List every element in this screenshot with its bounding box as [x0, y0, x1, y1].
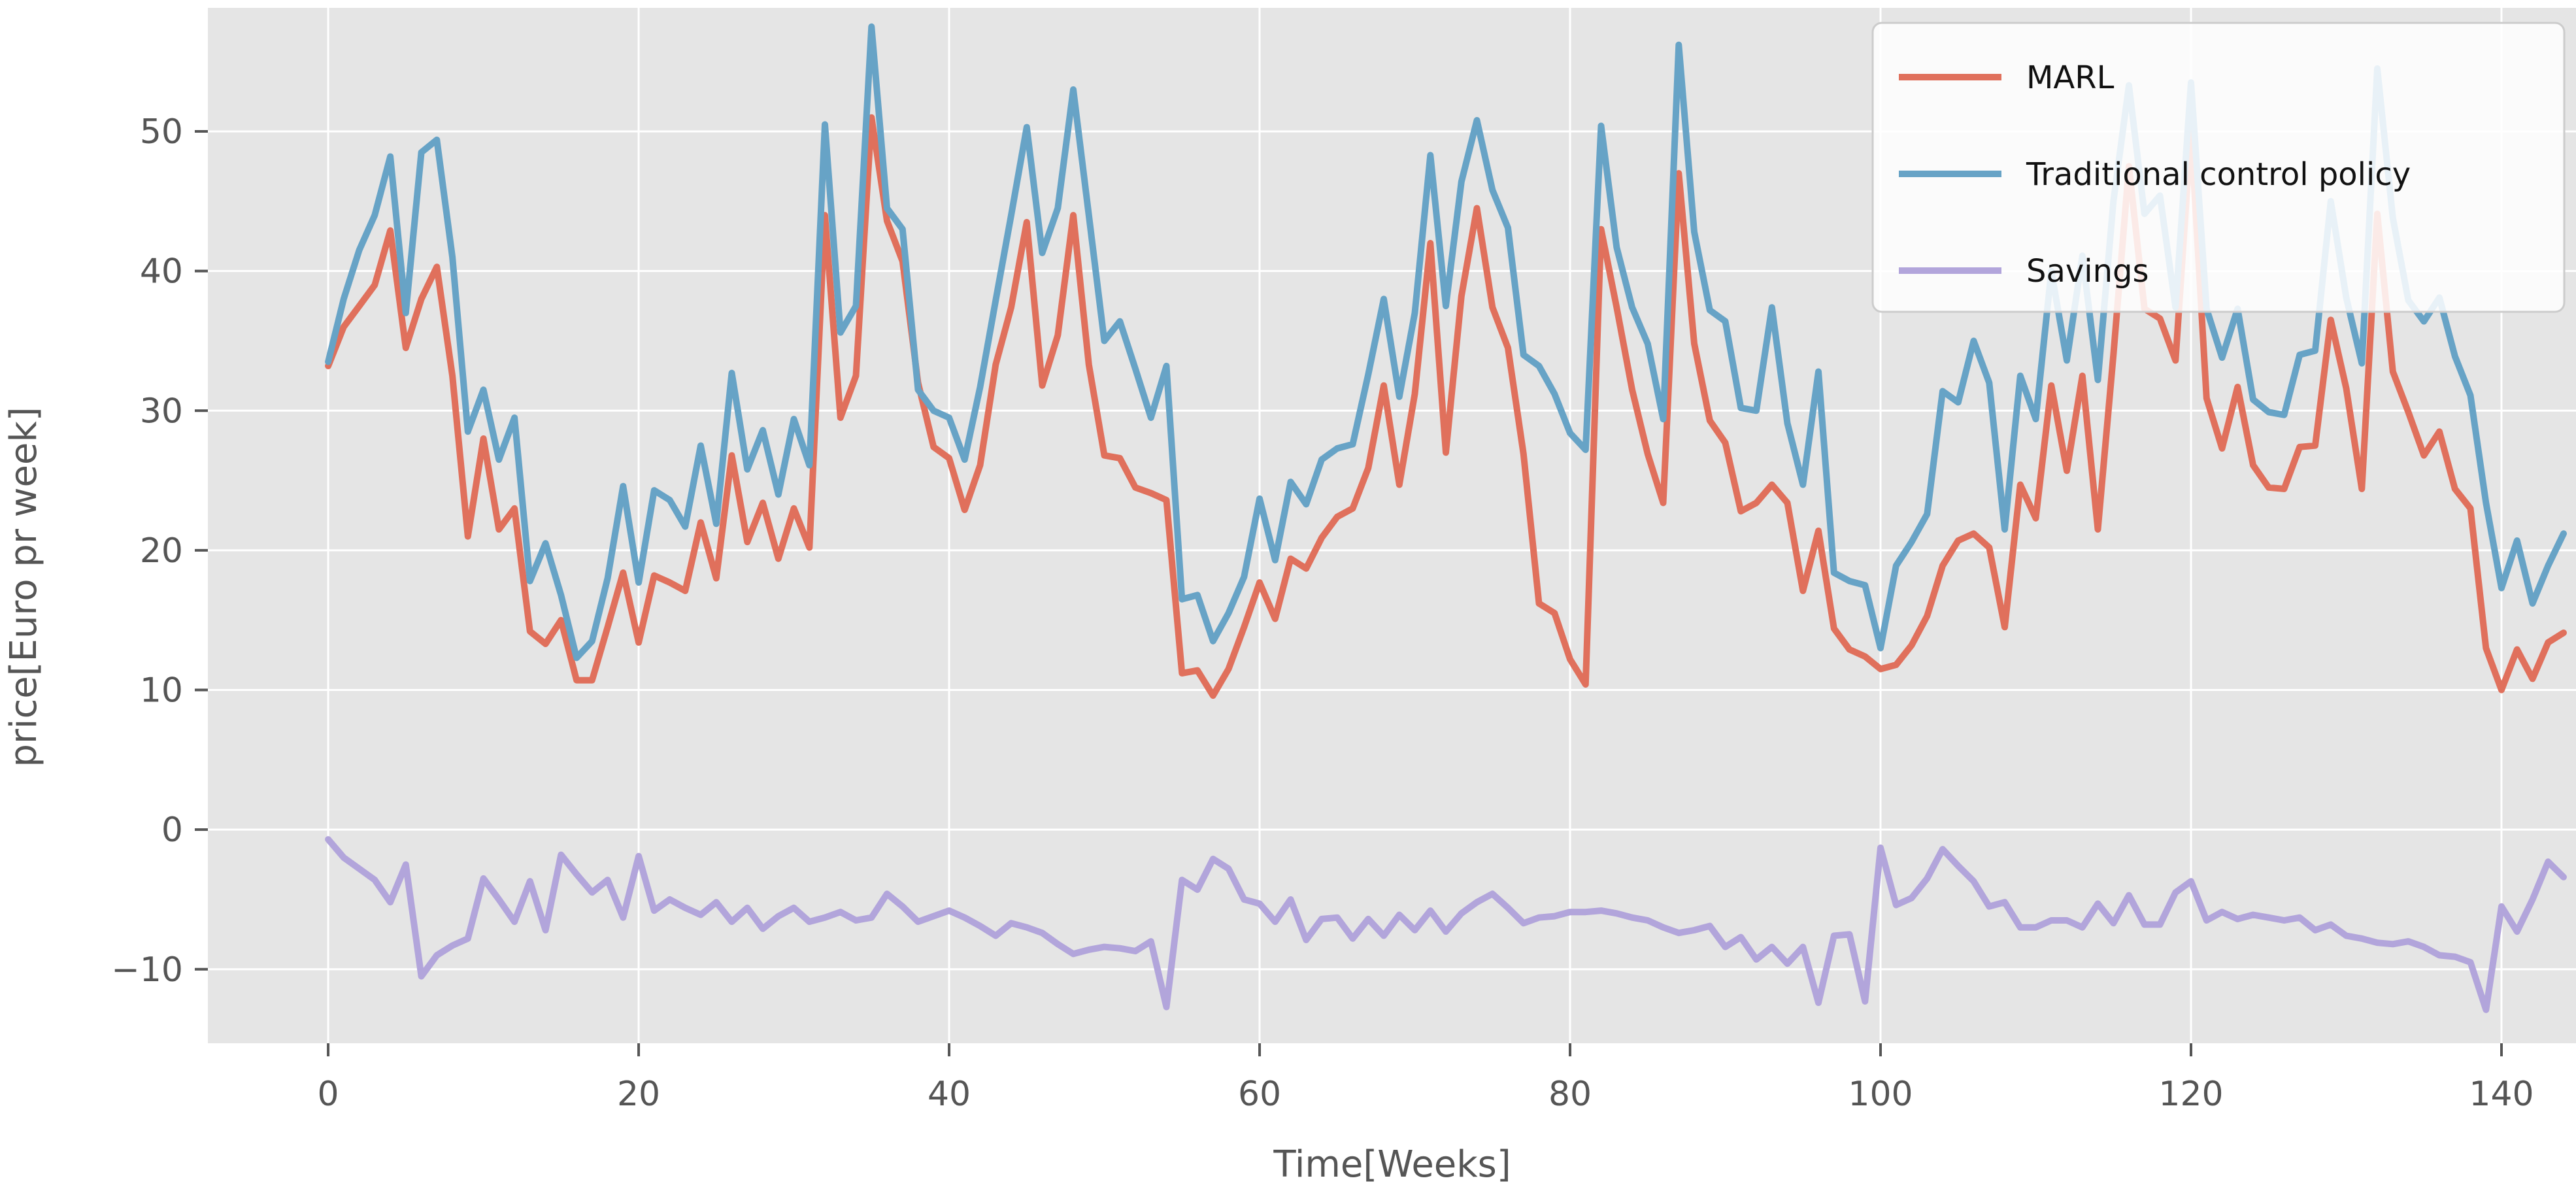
x-tick-label: 80 [1548, 1075, 1592, 1114]
legend-box [1871, 22, 2566, 313]
legend-label-savings: Savings [2026, 253, 2149, 290]
legend-label-marl: MARL [2026, 59, 2115, 96]
x-axis-title: Time[Weeks] [1273, 1143, 1511, 1186]
x-tick-label: 40 [928, 1075, 971, 1114]
y-axis-title: price[Euro pr week] [3, 407, 45, 767]
legend-label-traditional-control-policy: Traditional control policy [2026, 156, 2411, 193]
x-tick-label: 140 [2469, 1075, 2534, 1114]
y-tick-label: −10 [111, 950, 183, 990]
y-tick-label: 10 [140, 671, 183, 711]
y-tick-label: 20 [140, 531, 183, 571]
y-tick-label: 0 [161, 811, 183, 850]
legend: MARL Traditional control policy Savings [1871, 22, 2566, 313]
legend-items: MARL Traditional control policy Savings [1899, 59, 2411, 290]
y-tick-label: 50 [140, 112, 183, 152]
y-tick-label: 30 [140, 392, 183, 431]
x-tick-label: 100 [1848, 1075, 1913, 1114]
x-tick-label: 0 [318, 1075, 339, 1114]
x-tick-label: 120 [2158, 1075, 2223, 1114]
series-line-savings [325, 836, 2567, 1013]
x-tick-label: 20 [617, 1075, 660, 1114]
y-tick-label: 40 [140, 252, 183, 292]
x-tick-label: 60 [1238, 1075, 1281, 1114]
x-axis: 0 20 40 60 80 100 120 140 [318, 1043, 2534, 1114]
y-axis: −10 0 10 20 30 40 50 [111, 112, 208, 990]
